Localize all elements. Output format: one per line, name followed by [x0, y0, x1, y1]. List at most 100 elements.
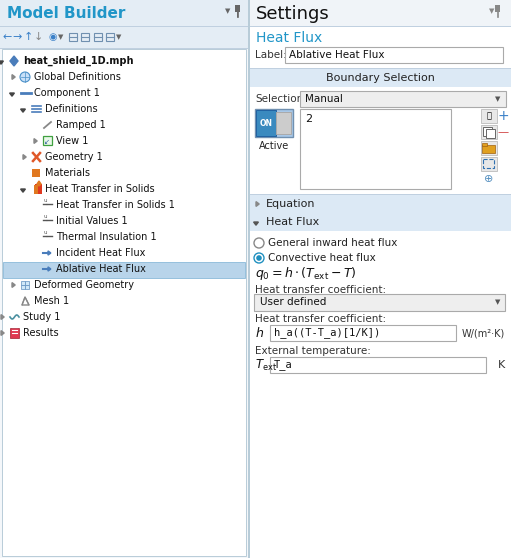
Bar [94, 33, 102, 41]
Bar [21, 285, 25, 288]
Polygon shape [1, 315, 4, 319]
Text: Component 1: Component 1 [34, 88, 100, 98]
Bar [106, 33, 114, 41]
Polygon shape [48, 251, 51, 255]
Polygon shape [37, 181, 41, 186]
Text: ▼: ▼ [495, 96, 501, 102]
Bar [482, 145, 495, 153]
Text: Model Builder: Model Builder [7, 7, 125, 22]
Text: Materials: Materials [45, 168, 90, 178]
Bar [250, 213, 511, 231]
Polygon shape [12, 282, 15, 287]
Bar [21, 281, 25, 285]
Text: ON: ON [260, 118, 272, 127]
Text: 2: 2 [305, 114, 312, 124]
Text: Heat transfer coefficient:: Heat transfer coefficient: [255, 285, 386, 295]
Text: u: u [43, 198, 47, 203]
Bar [255, 109, 293, 137]
Bar [36, 173, 39, 176]
Text: Boundary Selection: Boundary Selection [326, 73, 435, 83]
Polygon shape [23, 155, 26, 160]
Text: h_a((T-T_a)[1/K]): h_a((T-T_a)[1/K]) [274, 328, 380, 339]
Text: Selection:: Selection: [255, 94, 307, 104]
Polygon shape [1, 330, 4, 335]
Polygon shape [48, 267, 51, 271]
Text: Active: Active [259, 141, 289, 151]
Bar [495, 5, 500, 12]
Bar [36, 169, 39, 172]
Text: Heat transfer coefficient:: Heat transfer coefficient: [255, 314, 386, 324]
Polygon shape [12, 75, 15, 79]
Bar [0, 0, 248, 26]
Text: Settings: Settings [256, 5, 330, 23]
Text: Ablative Heat Flux: Ablative Heat Flux [56, 264, 146, 274]
Bar [3, 262, 245, 278]
Text: Incident Heat Flux: Incident Heat Flux [56, 248, 145, 258]
Bar [482, 143, 487, 146]
Text: ▼: ▼ [58, 34, 64, 40]
Text: Heat Transfer in Solids 1: Heat Transfer in Solids 1 [56, 200, 175, 210]
Bar [483, 159, 494, 168]
Circle shape [256, 255, 262, 261]
Circle shape [20, 72, 30, 82]
Text: T_a: T_a [274, 359, 293, 371]
Bar [25, 281, 29, 285]
Polygon shape [10, 93, 14, 96]
Text: ▼: ▼ [489, 8, 494, 14]
Text: External temperature:: External temperature: [255, 346, 371, 356]
Text: heat_shield_1D.mph: heat_shield_1D.mph [23, 56, 133, 66]
Polygon shape [253, 222, 259, 225]
Bar [0, 26, 248, 48]
Bar [25, 285, 29, 288]
Text: ▼: ▼ [495, 299, 501, 305]
Text: Label:: Label: [255, 50, 287, 60]
Text: Equation: Equation [266, 199, 315, 209]
Text: —: — [497, 127, 508, 137]
Bar [32, 173, 35, 176]
Text: Convective heat flux: Convective heat flux [268, 253, 376, 263]
Text: Initial Values 1: Initial Values 1 [56, 216, 128, 226]
Bar [270, 325, 456, 341]
Text: ⊕: ⊕ [484, 174, 494, 184]
Text: Results: Results [23, 328, 59, 338]
Text: $h$: $h$ [255, 326, 264, 340]
Text: Manual: Manual [305, 94, 343, 104]
Bar [270, 357, 486, 373]
Text: ⛓: ⛓ [486, 112, 492, 121]
Bar [2, 49, 246, 556]
Text: Deformed Geometry: Deformed Geometry [34, 280, 134, 290]
Text: $T_\mathrm{ext}$: $T_\mathrm{ext}$ [255, 358, 277, 373]
Bar [481, 125, 497, 139]
Text: Definitions: Definitions [45, 104, 98, 114]
Polygon shape [10, 56, 18, 66]
Bar [481, 141, 497, 155]
Text: Heat Flux: Heat Flux [266, 217, 319, 227]
Text: Mesh 1: Mesh 1 [34, 296, 69, 306]
Bar [235, 5, 240, 12]
Text: Geometry 1: Geometry 1 [45, 152, 103, 162]
Text: Global Definitions: Global Definitions [34, 72, 121, 82]
Circle shape [254, 238, 264, 248]
Bar [0, 26, 248, 27]
Text: u: u [43, 229, 47, 234]
Text: $q_0 = h\cdot(T_\mathrm{ext} - T)$: $q_0 = h\cdot(T_\mathrm{ext} - T)$ [255, 266, 357, 282]
Bar [250, 26, 511, 27]
Bar [285, 47, 503, 63]
Bar [43, 136, 52, 145]
Bar [250, 0, 511, 26]
Text: K: K [498, 360, 505, 370]
Bar [250, 195, 511, 213]
Bar [256, 110, 276, 136]
Text: ↙: ↙ [44, 139, 50, 145]
Bar [35, 184, 42, 194]
Bar [250, 69, 511, 87]
Bar [276, 112, 291, 134]
Bar [254, 294, 505, 311]
Text: ▼: ▼ [225, 8, 230, 14]
Text: Ramped 1: Ramped 1 [56, 120, 106, 130]
Bar [248, 0, 250, 558]
Polygon shape [20, 189, 26, 192]
Bar [483, 127, 492, 136]
Text: W/(m²·K): W/(m²·K) [462, 328, 505, 338]
Bar [250, 68, 511, 69]
